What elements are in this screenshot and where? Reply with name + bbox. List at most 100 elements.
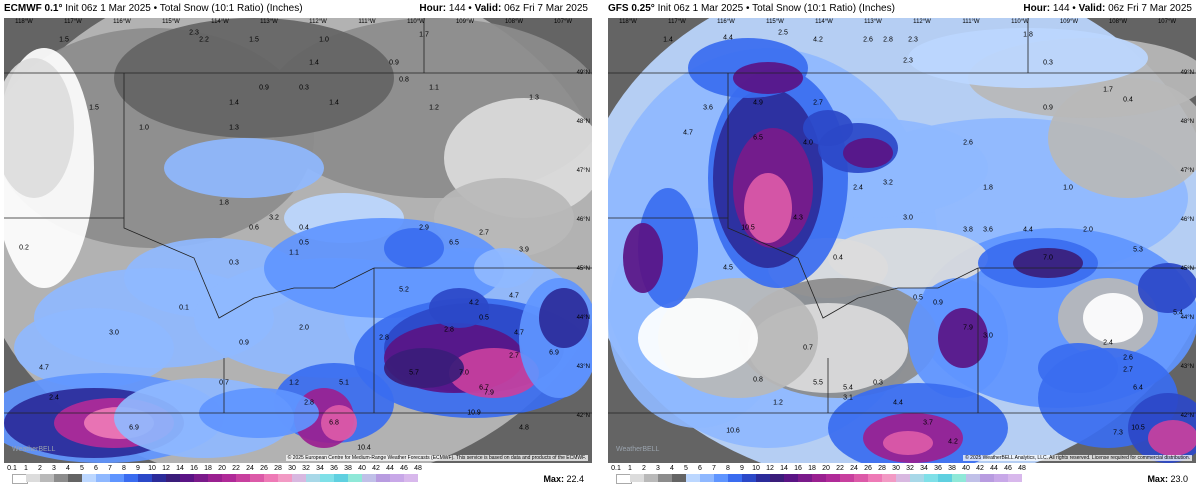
snow-total-label: 4.7 — [509, 292, 519, 300]
snow-total-label: 1.5 — [59, 36, 69, 44]
snow-total-label: 0.6 — [249, 224, 259, 232]
legend-tick-label: 6 — [94, 465, 98, 472]
legend-swatch — [952, 474, 966, 482]
snow-contour — [429, 288, 489, 328]
legend-swatch — [320, 474, 334, 482]
map-canvas — [608, 18, 1196, 463]
legend-tick-label: 30 — [892, 465, 900, 472]
max-value: 23.0 — [1170, 474, 1188, 484]
latitude-label: 49°N — [576, 70, 590, 76]
snow-total-label: 4.9 — [753, 99, 763, 107]
longitude-label: 115°W — [162, 19, 180, 25]
snow-contour — [1038, 343, 1118, 393]
legend-swatch — [756, 474, 770, 482]
snow-total-label: 2.5 — [778, 29, 788, 37]
legend-swatch — [404, 474, 418, 482]
longitude-label: 116°W — [717, 19, 735, 25]
latitude-label: 45°N — [576, 266, 590, 272]
snow-total-label: 1.5 — [89, 104, 99, 112]
snow-total-label: 5.3 — [1133, 246, 1143, 254]
snow-total-label: 5.4 — [843, 384, 853, 392]
longitude-label: 107°W — [1157, 19, 1177, 25]
latitude-label: 47°N — [1180, 168, 1194, 174]
longitude-label: 109°W — [1059, 19, 1079, 25]
legend-tick-label: 26 — [864, 465, 872, 472]
snowfall-map[interactable]: 118°W 117°W 116°W 115°W 114°W 113°W 112°W 111°W… — [4, 18, 592, 463]
legend-tick-label: 48 — [414, 465, 422, 472]
legend-tick-label: 20 — [822, 465, 830, 472]
snow-total-label: 4.7 — [683, 129, 693, 137]
longitude-label: 114°W — [211, 19, 229, 25]
snow-total-label: 3.0 — [109, 329, 119, 337]
snow-total-label: 1.0 — [319, 36, 329, 44]
legend-swatch — [194, 474, 208, 482]
snow-contour — [1083, 293, 1143, 343]
latitude-label: 46°N — [1180, 217, 1194, 223]
legend-tick-label: 28 — [274, 465, 282, 472]
legend-tick-label: 5 — [684, 465, 688, 472]
map-canvas — [4, 18, 592, 463]
snow-contour — [733, 62, 803, 94]
legend-swatch — [686, 474, 700, 482]
snow-total-label: 1.5 — [249, 36, 259, 44]
legend-tick-label: 40 — [358, 465, 366, 472]
forecast-hour: 144 — [1052, 3, 1070, 14]
weatherbell-watermark: WeatherBELL — [616, 446, 660, 453]
snow-total-label: 4.2 — [469, 299, 479, 307]
legend-tick-label: 24 — [850, 465, 858, 472]
legend-tick-label: 44 — [990, 465, 998, 472]
snow-total-label: 2.8 — [444, 326, 454, 334]
legend-swatch — [672, 474, 686, 482]
legend-swatch — [110, 474, 124, 482]
longitude-label: 112°W — [309, 19, 327, 25]
snow-total-label: 0.4 — [1123, 96, 1133, 104]
snow-contour — [744, 173, 792, 243]
legend-swatch — [994, 474, 1008, 482]
legend-tick-label: 1 — [24, 465, 28, 472]
latitude-label: 42°N — [576, 413, 590, 419]
legend-swatch — [980, 474, 994, 482]
legend-tick-label: 1 — [628, 465, 632, 472]
snow-total-label: 6.7 — [479, 384, 489, 392]
legend-tick-label: 2 — [38, 465, 42, 472]
snowfall-map[interactable]: 118°W 117°W 116°W 115°W 114°W 113°W 112°W 111°W… — [608, 18, 1196, 463]
legend-tick-label: 32 — [906, 465, 914, 472]
snow-contour — [1148, 420, 1196, 456]
snow-total-label: 5.5 — [813, 379, 823, 387]
snow-total-label: 0.3 — [1043, 59, 1053, 67]
latitude-label: 49°N — [1180, 70, 1194, 76]
snow-total-label: 2.6 — [963, 139, 973, 147]
snow-total-label: 4.4 — [1023, 226, 1033, 234]
snow-total-label: 6.5 — [449, 239, 459, 247]
snow-total-label: 0.3 — [229, 259, 239, 267]
latitude-label: 43°N — [1180, 364, 1194, 370]
snow-total-label: 0.5 — [913, 294, 923, 302]
longitude-label: 113°W — [864, 19, 882, 25]
snow-contour — [384, 228, 444, 268]
snow-contour — [938, 308, 988, 368]
legend-tick-label: 40 — [962, 465, 970, 472]
legend-swatch — [644, 474, 658, 482]
init-time: Init 06z 1 Mar 2025 — [65, 3, 151, 14]
snow-total-label: 2.4 — [49, 394, 59, 402]
snow-contour — [623, 223, 663, 293]
product-name: Total Snow (10:1 Ratio) (Inches) — [159, 3, 303, 14]
legend-tick-label: 20 — [218, 465, 226, 472]
snow-total-label: 3.2 — [883, 179, 893, 187]
legend-swatch — [742, 474, 756, 482]
snow-total-label: 1.4 — [329, 99, 339, 107]
legend-tick-label: 4 — [670, 465, 674, 472]
snow-contour — [539, 288, 589, 348]
legend-swatch — [138, 474, 152, 482]
snow-total-label: 1.4 — [663, 36, 673, 44]
latitude-label: 44°N — [1180, 315, 1194, 321]
longitude-label: 116°W — [113, 19, 131, 25]
legend-swatch — [700, 474, 714, 482]
longitude-label: 110°W — [407, 19, 425, 25]
snow-total-label: 3.8 — [963, 226, 973, 234]
legend-tick-label: 8 — [122, 465, 126, 472]
legend-swatch — [292, 474, 306, 482]
snow-contour — [1013, 248, 1083, 278]
longitude-label: 112°W — [913, 19, 931, 25]
longitude-label: 108°W — [504, 19, 524, 25]
